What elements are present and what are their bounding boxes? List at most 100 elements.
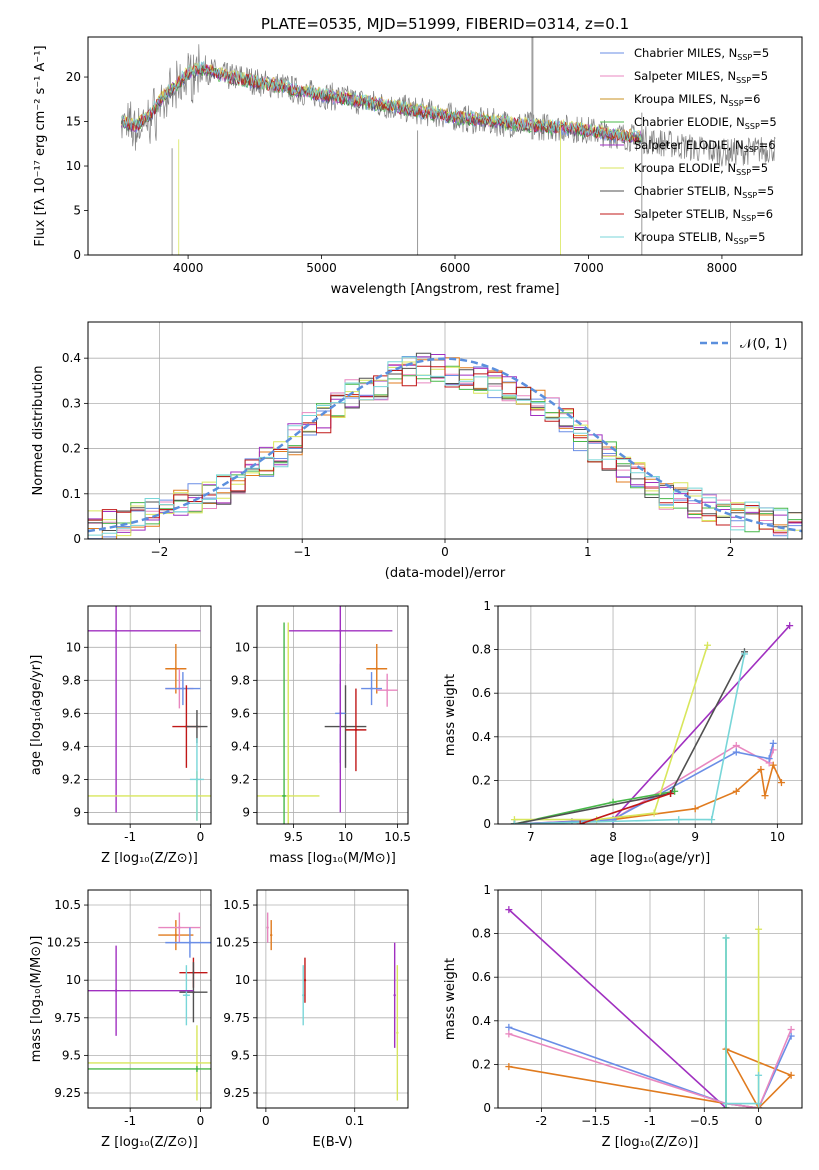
legend-eq: =5 bbox=[757, 184, 774, 198]
x-tick-label: 0 bbox=[197, 1114, 205, 1128]
y-tick-label: 0.2 bbox=[472, 1057, 491, 1071]
data-point bbox=[370, 687, 373, 690]
x-tick-label: 8 bbox=[609, 830, 617, 844]
x-axis-label: Z [log₁₀(Z/Z⊙)] bbox=[101, 851, 198, 866]
axes-frame bbox=[497, 889, 803, 1109]
y-tick-label: 9.6 bbox=[231, 706, 250, 720]
panel-age-weight: 7 8 9 10 0 0.2 0.4 0.6 0.8 1 age [log₁₀(age/yr)] ma… bbox=[443, 599, 803, 866]
gaussian-curve bbox=[88, 357, 802, 533]
y-tick-label: 0.4 bbox=[62, 351, 81, 365]
legend-eq: =5 bbox=[760, 115, 777, 129]
x-tick-label: -2 bbox=[535, 1114, 547, 1128]
y-tick-label: 0.3 bbox=[62, 396, 81, 410]
plot-area bbox=[257, 606, 398, 824]
data-point bbox=[195, 778, 199, 781]
panel-ebv-mass: 0 0.1 9.25 9.5 9.75 10 10.25 10.5 E(B-V) bbox=[216, 889, 409, 1150]
panel-mass-age: 9.5 10 10.5 9 9.2 9.4 9.6 9.8 10 mass [log₁₀(M/M⊙… bbox=[231, 605, 411, 866]
plot-area bbox=[510, 622, 794, 824]
legend-subscript: SSP bbox=[736, 168, 751, 177]
y-tick-label: 0 bbox=[483, 817, 491, 831]
y-tick-label: 10.5 bbox=[223, 898, 250, 912]
residual-histogram bbox=[88, 356, 802, 539]
axes-frame bbox=[497, 605, 803, 825]
model-spectrum-line bbox=[121, 65, 642, 145]
data-point bbox=[303, 979, 307, 982]
x-tick-label: 0.1 bbox=[345, 1114, 364, 1128]
y-tick-label: 9.5 bbox=[231, 1048, 250, 1062]
legend-subscript: SSP bbox=[742, 191, 757, 200]
legend: 𝒩(0, 1) bbox=[700, 337, 787, 352]
y-tick-label: 9.4 bbox=[62, 739, 81, 753]
panel-Z-weight: -2 −1.5 -1 −0.5 0 0 0.2 0.4 0.6 0.8 1 Z [log₁₀(Z/Z⊙… bbox=[443, 883, 803, 1150]
y-tick-label: 10.5 bbox=[54, 898, 81, 912]
x-axis-label: (data-model)/error bbox=[385, 566, 506, 581]
x-tick-label: 7000 bbox=[573, 261, 604, 275]
legend-label: Kroupa ELODIE, NSSP=5 bbox=[634, 161, 768, 177]
legend-eq: =6 bbox=[744, 92, 761, 106]
plot-area bbox=[88, 352, 802, 539]
x-tick-label: 1 bbox=[584, 545, 592, 559]
data-point bbox=[301, 994, 305, 997]
x-axis-label: mass [log₁₀(M/M⊙)] bbox=[269, 851, 396, 866]
data-point bbox=[181, 687, 185, 690]
y-tick-label: 9.4 bbox=[231, 739, 250, 753]
model-spectrum-line bbox=[121, 61, 642, 142]
y-axis-label: mass [log₁₀(M/M⊙)] bbox=[29, 936, 44, 1063]
x-tick-label: 0 bbox=[441, 545, 449, 559]
weight-line bbox=[508, 909, 727, 1108]
data-point bbox=[287, 794, 290, 798]
y-tick-label: 9.8 bbox=[231, 673, 250, 687]
legend-subscript: SSP bbox=[744, 145, 759, 154]
x-tick-label: 7 bbox=[527, 830, 535, 844]
legend-eq: =5 bbox=[751, 69, 768, 83]
data-point bbox=[385, 689, 389, 692]
plot-area bbox=[266, 912, 399, 1101]
axes-frame bbox=[87, 889, 212, 1109]
legend-label: 𝒩(0, 1) bbox=[740, 337, 787, 352]
y-axis-label: mass weight bbox=[443, 958, 458, 1040]
x-tick-label: 5000 bbox=[306, 261, 337, 275]
panel-residuals: −2 −1 0 1 2 0 0.1 0.2 0.3 0.4 (data-model)/error No… bbox=[31, 321, 803, 581]
y-tick-label: 10 bbox=[235, 640, 250, 654]
y-tick-label: 9.2 bbox=[62, 772, 81, 786]
x-axis-label: E(B-V) bbox=[312, 1135, 352, 1150]
weight-line bbox=[579, 792, 671, 824]
y-tick-label: 9.25 bbox=[54, 1086, 81, 1100]
x-tick-label: −0.5 bbox=[690, 1114, 719, 1128]
x-tick-label: 10 bbox=[770, 830, 785, 844]
legend-eq: =6 bbox=[759, 138, 776, 152]
weight-line bbox=[725, 938, 760, 1105]
data-point bbox=[185, 994, 188, 997]
panel-Z-mass: -1 0 9.25 9.5 9.75 10 10.25 10.5 Z [log₁₀(Z/Z⊙)]… bbox=[29, 889, 212, 1150]
data-point bbox=[396, 1031, 399, 1035]
axes-frame bbox=[87, 605, 212, 825]
plot-area bbox=[88, 606, 211, 821]
x-tick-label: 10 bbox=[338, 830, 353, 844]
x-tick-label: 2 bbox=[727, 545, 735, 559]
y-tick-label: 0 bbox=[73, 532, 81, 546]
data-point bbox=[114, 989, 118, 992]
y-tick-label: 0.2 bbox=[472, 773, 491, 787]
weight-line bbox=[514, 644, 709, 821]
x-tick-label: -1 bbox=[644, 1114, 656, 1128]
panel-Z-age: -1 0 9 9.2 9.4 9.6 9.8 10 Z [log₁₀(Z/Z⊙)] age [lo… bbox=[29, 605, 212, 866]
legend-subscript: SSP bbox=[737, 53, 752, 62]
data-point bbox=[174, 667, 178, 670]
y-axis-label: mass weight bbox=[443, 674, 458, 756]
weight-line bbox=[514, 653, 746, 824]
y-tick-label: 0.8 bbox=[472, 643, 491, 657]
x-axis-label: wavelength [Angstrom, rest frame] bbox=[331, 282, 560, 297]
x-tick-label: 9 bbox=[691, 830, 699, 844]
x-axis-label: Z [log₁₀(Z/Z⊙)] bbox=[602, 1135, 699, 1150]
x-tick-label: -1 bbox=[124, 1114, 136, 1128]
y-tick-label: 9.8 bbox=[62, 673, 81, 687]
legend-label: Chabrier MILES, NSSP=5 bbox=[634, 46, 769, 62]
x-axis-label: Z [log₁₀(Z/Z⊙)] bbox=[101, 1135, 198, 1150]
data-point bbox=[282, 794, 286, 798]
weight-line bbox=[508, 1047, 793, 1108]
y-tick-label: 0.6 bbox=[472, 686, 491, 700]
x-tick-label: 6000 bbox=[440, 261, 471, 275]
y-tick-label: 9 bbox=[242, 805, 250, 819]
plot-area bbox=[121, 37, 776, 255]
